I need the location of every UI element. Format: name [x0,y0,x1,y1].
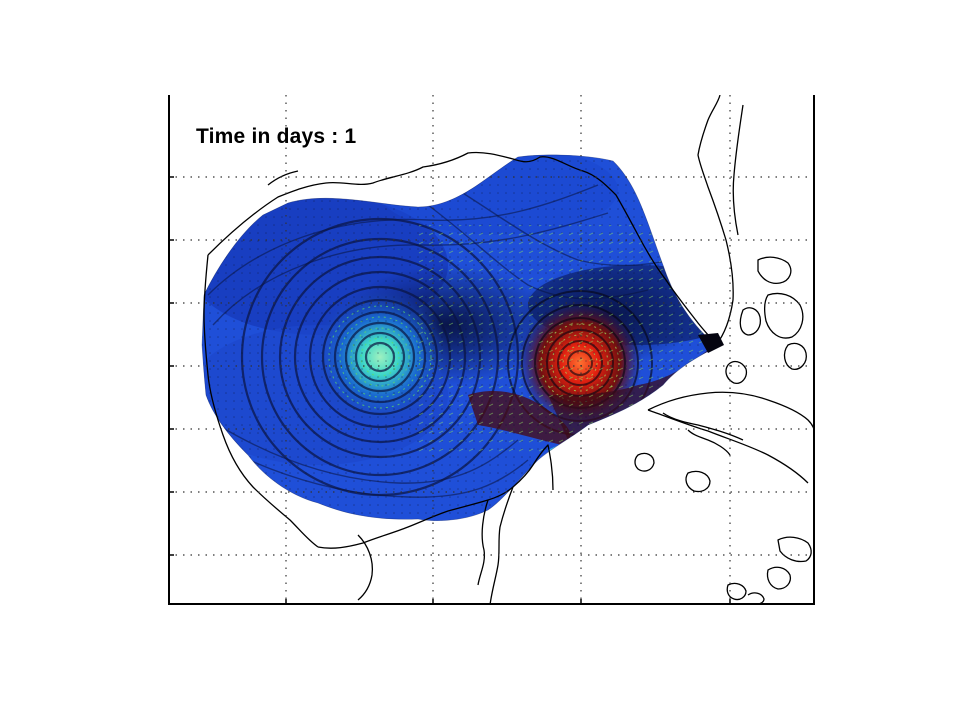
coastlines [203,95,815,605]
map-frame: Time in days : 1 [168,95,815,605]
map-grid [168,95,815,605]
time-label: Time in days : 1 [196,125,357,148]
florida-tip-patch [698,333,724,353]
axis-ticks [168,176,731,605]
axes-frame [168,95,815,605]
current-field-map [168,95,815,605]
current-field [201,154,717,522]
